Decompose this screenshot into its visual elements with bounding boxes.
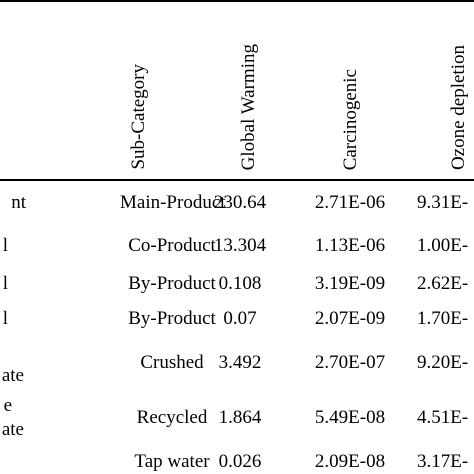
header-global-warming-cell: Global Warming (228, 0, 268, 178)
header-ozone-depletion-cell: Ozone depletion (438, 0, 474, 178)
header-bottom-rule (0, 179, 474, 181)
row-left-label: nt (11, 192, 26, 213)
row-left-label: ate (1, 365, 24, 386)
cell-sub-category: Crushed (140, 352, 204, 373)
cell-global-warming: 0.07 (223, 308, 257, 329)
cell-ozone-depletion: 1.00E- (417, 235, 469, 256)
row-left-label: l (2, 273, 8, 294)
row-left-label: l (2, 235, 8, 256)
cell-carcinogenic: 2.07E-09 (314, 308, 386, 329)
cell-ozone-depletion: 2.62E- (417, 273, 469, 294)
cell-global-warming: 3.492 (218, 352, 262, 373)
cell-sub-category: Recycled (136, 407, 208, 428)
cell-ozone-depletion: 9.20E- (417, 352, 469, 373)
cell-global-warming: 0.108 (218, 273, 262, 294)
cell-carcinogenic: 2.70E-07 (314, 352, 386, 373)
cell-carcinogenic: 2.09E-08 (314, 451, 386, 472)
cell-sub-category: Co-Product (128, 235, 216, 256)
header-carcinogenic-cell: Carcinogenic (330, 0, 370, 178)
header-ozone-depletion: Ozone depletion (448, 44, 469, 170)
cell-carcinogenic: 3.19E-09 (314, 273, 386, 294)
table-top-rule (0, 0, 474, 2)
cell-ozone-depletion: 1.70E- (417, 308, 469, 329)
cell-global-warming: 0.026 (218, 451, 262, 472)
cell-sub-category: By-Product (128, 273, 216, 294)
row-left-label: l (2, 308, 8, 329)
cell-sub-category: Main-Product (120, 192, 226, 213)
cell-ozone-depletion: 4.51E- (417, 407, 469, 428)
cell-global-warming: 230.64 (213, 192, 267, 213)
cell-global-warming: 1.864 (218, 407, 262, 428)
cell-ozone-depletion: 9.31E- (417, 192, 469, 213)
row-left-label-top: e (3, 395, 12, 416)
cell-global-warming: 13.304 (213, 235, 267, 256)
cell-carcinogenic: 2.71E-06 (314, 192, 386, 213)
header-sub-category: Sub-Category (128, 64, 149, 170)
header-carcinogenic: Carcinogenic (340, 68, 361, 170)
cell-carcinogenic: 1.13E-06 (314, 235, 386, 256)
header-global-warming: Global Warming (238, 43, 259, 170)
header-sub-category-cell: Sub-Category (118, 0, 158, 178)
cell-ozone-depletion: 3.17E- (417, 451, 469, 472)
cell-sub-category: Tap water (134, 451, 210, 472)
cell-carcinogenic: 5.49E-08 (314, 407, 386, 428)
cell-sub-category: By-Product (128, 308, 216, 329)
row-left-label: ate (1, 419, 24, 440)
